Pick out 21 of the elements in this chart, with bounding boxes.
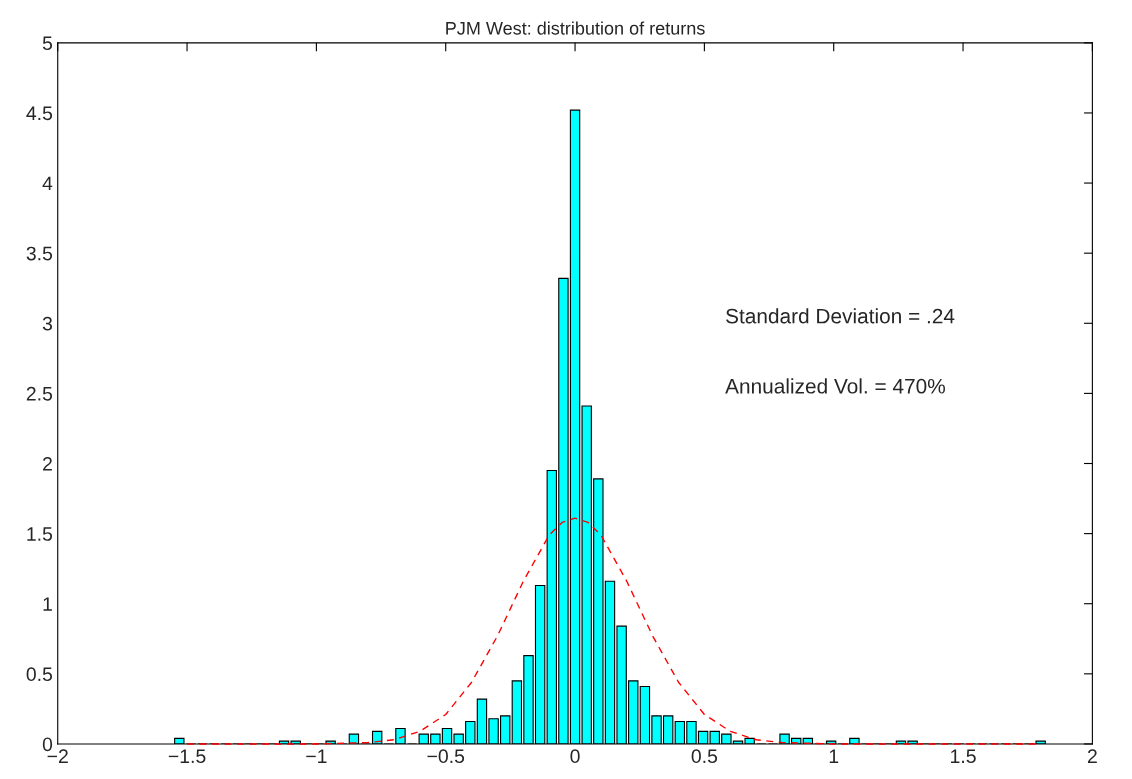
y-tick-label: 4 [42, 176, 53, 191]
x-tick-label: 1.5 [951, 749, 976, 764]
y-tick-label: 2.5 [26, 386, 53, 401]
x-tick-label: −1 [306, 749, 327, 763]
y-tick-label: 3.5 [26, 246, 53, 261]
x-tick-label: 0.5 [691, 749, 718, 764]
y-tick-label: 4.5 [26, 106, 53, 121]
y-tick-label: 2 [43, 456, 52, 471]
x-tick-label: −0.5 [427, 749, 465, 764]
chart-title: PJM West: distribution of returns [446, 21, 705, 35]
y-tick-label: 5 [42, 36, 53, 51]
y-tick-label: 3 [42, 316, 53, 331]
x-tick-label: −1.5 [168, 749, 206, 764]
annotation: Standard Deviation = .24 [726, 308, 955, 324]
y-tick-label: 1 [43, 597, 52, 611]
annotation: Annualized Vol. = 470% [725, 378, 945, 394]
x-tick-label: 0 [570, 749, 580, 764]
y-tick-label: 1.5 [27, 527, 53, 541]
y-tick-label: 0.5 [26, 667, 53, 682]
x-tick-label: 2 [1087, 749, 1097, 763]
x-tick-label: 1 [829, 749, 839, 763]
